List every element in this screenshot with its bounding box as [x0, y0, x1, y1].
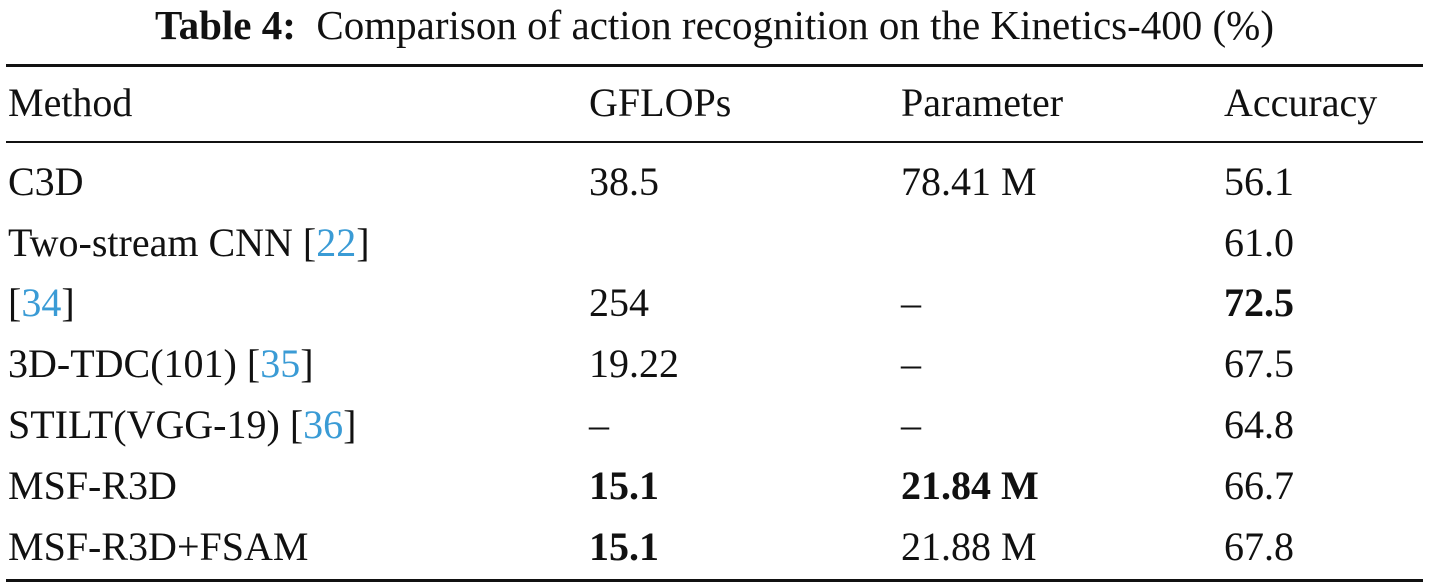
method-name: Two-stream CNN	[8, 220, 293, 265]
table-row-accuracy: 67.8	[1224, 524, 1294, 569]
table-row-parameter: 21.84 M	[901, 463, 1039, 508]
table-row-method: 3D-TDC(101) [35]	[8, 341, 314, 386]
citation-link[interactable]: 36	[303, 402, 344, 447]
header-parameter: Parameter	[901, 80, 1064, 125]
table-row-method: MSF-R3D	[8, 461, 177, 511]
header-accuracy: Accuracy	[1224, 80, 1378, 125]
table-row-gflops: 15.1	[589, 524, 659, 569]
table-row-parameter: –	[901, 341, 921, 386]
table-row-accuracy: 66.7	[1224, 463, 1294, 508]
header-gflops: GFLOPs	[589, 80, 732, 125]
table-row-method: STILT(VGG-19) [36]	[8, 402, 357, 447]
table-caption: Table 4: Comparison of action recognitio…	[0, 0, 1429, 50]
table-row-accuracy: 64.8	[1224, 402, 1294, 447]
table-header-rule	[6, 141, 1423, 143]
method-name: STILT(VGG-19)	[8, 402, 280, 447]
citation-link[interactable]: 22	[316, 220, 357, 265]
table-row-accuracy: 67.5	[1224, 341, 1294, 386]
table-row-gflops: 15.1	[589, 463, 659, 508]
citation-link[interactable]: 35	[260, 341, 301, 386]
method-name: 3D-TDC(101)	[8, 341, 237, 386]
table-caption-text: Comparison of action recognition on the …	[316, 2, 1274, 48]
table-row-accuracy: 72.5	[1224, 280, 1294, 325]
table-row-parameter: –	[901, 402, 921, 447]
table-top-rule	[6, 64, 1423, 67]
table-row-gflops: 19.22	[589, 341, 679, 386]
table-bottom-rule	[6, 579, 1423, 582]
method-name: C3D	[8, 159, 84, 204]
table-row-method: Two-stream CNN [22]	[8, 220, 370, 265]
method-name: MSF-R3D	[8, 463, 177, 508]
table-row-method: [34]	[8, 280, 75, 325]
table-row-accuracy: 61.0	[1224, 220, 1294, 265]
table-row-gflops: 38.5	[589, 159, 659, 204]
table-row-gflops: –	[589, 402, 609, 447]
table-row-gflops: 254	[589, 280, 649, 325]
table-row-method: C3D	[8, 157, 84, 207]
table-caption-label: Table 4:	[155, 2, 296, 48]
table-row-method: MSF-R3D+FSAM	[8, 522, 308, 572]
header-method: Method	[8, 80, 133, 125]
table-row-parameter: 78.41 M	[901, 159, 1037, 204]
method-name: MSF-R3D+FSAM	[8, 524, 309, 569]
table-row-accuracy: 56.1	[1224, 159, 1294, 204]
citation-link[interactable]: 34	[21, 280, 62, 325]
table-row-parameter: –	[901, 280, 921, 325]
table-row-parameter: 21.88 M	[901, 524, 1037, 569]
